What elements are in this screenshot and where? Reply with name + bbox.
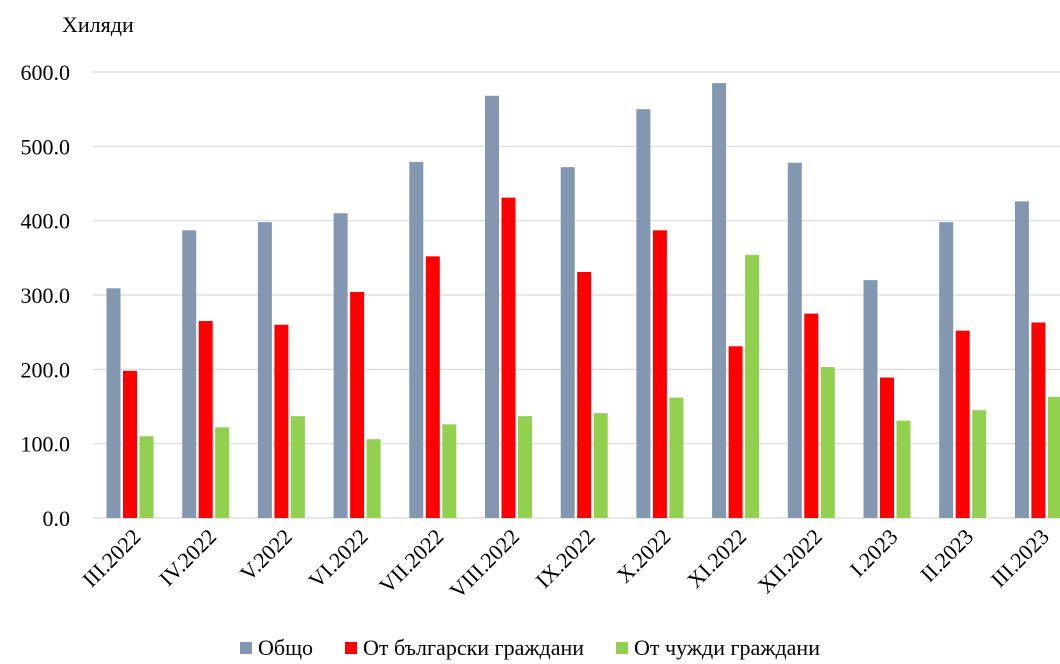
bar-bulgarian [350, 292, 365, 518]
x-tick-label: III.2022 [77, 524, 145, 592]
x-tick-label: IX.2022 [531, 524, 600, 593]
bar-foreign [820, 367, 835, 518]
bar-total [560, 167, 575, 518]
y-tick-label: 400.0 [21, 209, 71, 234]
bar-foreign [593, 413, 608, 518]
legend-swatch-total [240, 642, 252, 654]
bar-foreign [442, 424, 457, 518]
bar-bulgarian [123, 370, 137, 518]
legend-item-total: Общо [240, 635, 313, 661]
legend-label-bulgarian: От български граждани [363, 635, 585, 660]
x-tick-label: XII.2022 [753, 524, 827, 598]
bar-foreign [1047, 396, 1060, 518]
bar-chart: 0.0 100.0 200.0 300.0 400.0 500.0 600.0 III.20… [21, 60, 1060, 603]
bar-bulgarian [955, 330, 970, 518]
bar-bulgarian [880, 377, 894, 518]
x-tick-label: VIII.2022 [445, 524, 524, 603]
bar-bulgarian [274, 324, 289, 518]
legend-swatch-bulgarian [345, 642, 358, 654]
bar-foreign [896, 420, 911, 518]
y-tick-label: 600.0 [21, 60, 71, 85]
bar-foreign [669, 397, 684, 518]
bar-bulgarian [198, 321, 213, 518]
bars [106, 83, 1060, 519]
y-axis-unit-label: Хиляди [62, 12, 134, 37]
bar-total [863, 280, 878, 518]
bar-bulgarian [425, 256, 440, 518]
x-tick-label: I.2023 [845, 524, 903, 582]
x-tick-label: III.2023 [986, 524, 1054, 592]
y-tick-label: 100.0 [21, 432, 71, 457]
y-tick-label: 0.0 [43, 506, 71, 531]
bar-total [182, 230, 197, 518]
x-tick-label: XI.2022 [682, 524, 751, 593]
bar-bulgarian [577, 271, 592, 518]
bar-total [409, 161, 424, 518]
bar-foreign [139, 436, 154, 518]
bar-bulgarian [501, 197, 516, 518]
legend-item-foreign: От чужди граждани [616, 635, 820, 661]
bar-foreign [745, 254, 760, 519]
x-tick-label: II.2023 [915, 524, 978, 587]
y-tick-label: 500.0 [21, 134, 71, 159]
bar-total [787, 162, 802, 519]
legend-label-foreign: От чужди граждани [634, 635, 820, 660]
y-tick-label: 200.0 [21, 357, 71, 382]
bar-total [257, 222, 272, 519]
legend-item-bulgarian: От български граждани [345, 635, 584, 661]
x-tick-label: X.2022 [612, 524, 676, 588]
bar-foreign [215, 427, 230, 518]
bar-foreign [290, 416, 305, 518]
legend: Общо От български граждани От чужди граж… [0, 635, 1060, 661]
bar-bulgarian [804, 313, 819, 518]
bar-bulgarian [1031, 322, 1046, 518]
bar-total [485, 95, 499, 518]
y-tick-label: 300.0 [21, 283, 71, 308]
x-tick-label: VI.2022 [304, 524, 373, 593]
bar-foreign [972, 410, 987, 518]
bar-total [636, 109, 651, 519]
legend-swatch-foreign [616, 642, 629, 654]
bar-bulgarian [728, 346, 743, 518]
x-axis-ticks: III.2022 IV.2022 V.2022 VI.2022 VII.2022VIII… [77, 524, 1054, 603]
bar-total [1014, 201, 1029, 518]
bar-total [333, 213, 348, 518]
legend-label-total: Общо [258, 635, 314, 660]
bar-bulgarian [652, 230, 667, 518]
bar-foreign [518, 416, 532, 518]
bar-total [106, 288, 121, 518]
bar-foreign [366, 439, 381, 518]
x-tick-label: IV.2022 [154, 524, 221, 591]
y-axis-ticks: 0.0 100.0 200.0 300.0 400.0 500.0 600.0 [21, 60, 71, 531]
bar-total [939, 222, 954, 519]
x-tick-label: V.2022 [235, 524, 297, 586]
gridlines [93, 71, 1060, 519]
bar-total [712, 83, 727, 519]
x-tick-label: VII.2022 [374, 524, 448, 598]
